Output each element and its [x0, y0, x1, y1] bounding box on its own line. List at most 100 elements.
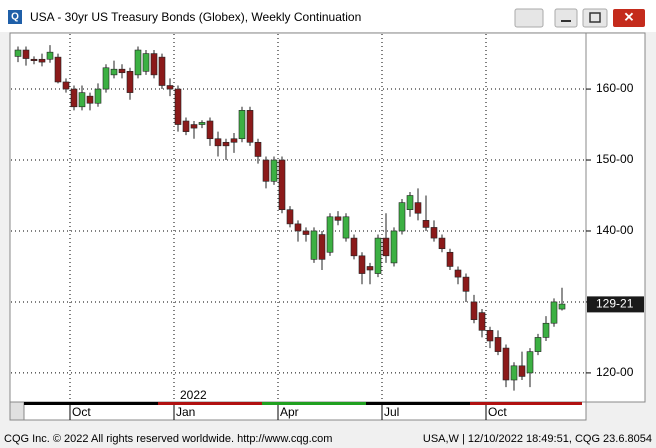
x-tick-label: Oct: [488, 405, 507, 419]
time-band: [158, 402, 262, 405]
candle-body: [46, 51, 54, 60]
candle-body: [246, 110, 254, 143]
footer-left: CQG Inc. © 2022 All rights reserved worl…: [4, 433, 332, 445]
candle-body: [462, 276, 470, 292]
candle-body: [126, 71, 134, 93]
maximize-glyph: [589, 12, 601, 23]
candle-body: [326, 216, 334, 253]
candle-body: [214, 138, 222, 147]
footer-right: USA,W | 12/10/2022 18:49:51, CQG 23.6.80…: [423, 433, 652, 445]
candle-body: [454, 269, 462, 278]
time-band: [470, 402, 582, 405]
x-tick-label: Oct: [72, 405, 91, 419]
candle-body: [406, 195, 414, 210]
candle-body: [102, 67, 110, 90]
candle-body: [430, 227, 438, 239]
close-button[interactable]: [613, 9, 645, 27]
minimize-button[interactable]: [554, 8, 578, 28]
candle-body: [38, 58, 46, 63]
time-band: [262, 402, 366, 405]
candle-body: [70, 88, 78, 108]
maximize-button[interactable]: [582, 8, 608, 28]
candle-body: [542, 322, 550, 338]
candle-body: [350, 237, 358, 257]
candle-body: [230, 138, 238, 143]
candle-body: [302, 230, 310, 235]
candle-body: [534, 337, 542, 352]
candle-body: [166, 85, 174, 90]
candle-body: [494, 337, 502, 352]
candle-body: [150, 53, 158, 76]
price-axis: [585, 32, 646, 403]
close-glyph: ✕: [624, 9, 635, 24]
candle-body: [414, 202, 422, 214]
candle-body: [190, 124, 198, 129]
candle-body: [358, 255, 366, 274]
candle-body: [502, 347, 510, 381]
candle-body: [62, 81, 70, 90]
candle-body: [390, 230, 398, 264]
candle-body: [278, 159, 286, 210]
candle-body: [446, 251, 454, 267]
scroll-handle[interactable]: [9, 401, 25, 421]
candle-body: [518, 365, 526, 377]
candle-body: [174, 88, 182, 125]
candle-body: [526, 351, 534, 374]
candle-body: [22, 49, 30, 59]
candle-body: [86, 95, 94, 104]
candle-body: [30, 58, 38, 61]
y-tick-label: 160-00: [596, 81, 634, 95]
candle-body: [286, 209, 294, 225]
candle-body: [398, 202, 406, 232]
candle-body: [294, 223, 302, 232]
candle-body: [110, 68, 118, 76]
candle-body: [558, 303, 566, 310]
plot: 120-00130-00140-00150-00160-00OctJanAprJ…: [11, 34, 644, 420]
last-price-label: 129-21: [596, 297, 634, 311]
x-tick-label: Apr: [280, 405, 299, 419]
candle-body: [254, 141, 262, 157]
time-band: [366, 402, 470, 405]
candle-body: [374, 237, 382, 274]
candle-body: [134, 49, 142, 76]
candle-body: [222, 141, 230, 147]
last-price-box: [587, 296, 644, 313]
app-icon: [8, 10, 22, 24]
candle-body: [366, 266, 374, 271]
candle-body: [486, 330, 494, 342]
y-tick-label: 140-00: [596, 223, 634, 237]
candle-body: [510, 365, 518, 381]
candle-body: [334, 216, 342, 221]
candle-body: [422, 220, 430, 228]
candle-body: [206, 120, 214, 140]
icon-glyph: Q: [11, 12, 19, 23]
candle-body: [78, 92, 86, 108]
candle-body: [318, 234, 326, 260]
candle-body: [14, 49, 22, 57]
candle-body: [182, 120, 190, 132]
candle-body: [118, 68, 126, 74]
candle-body: [94, 88, 102, 104]
candle-body: [382, 237, 390, 257]
time-band: [24, 402, 158, 405]
x-tick-label: Jul: [384, 405, 399, 419]
candle-body: [158, 56, 166, 86]
link-button[interactable]: [514, 8, 544, 28]
candle-body: [238, 110, 246, 140]
candle-body: [198, 122, 206, 125]
candle-body: [270, 159, 278, 182]
candle-body: [54, 56, 62, 83]
y-tick-label: 150-00: [596, 152, 634, 166]
window-title: USA - 30yr US Treasury Bonds (Globex), W…: [30, 10, 361, 24]
candle-body: [478, 312, 486, 331]
candle-body: [262, 159, 270, 182]
x-tick-label: Jan: [176, 405, 195, 419]
candle-body: [438, 237, 446, 250]
candle-body: [550, 301, 558, 324]
title-bar: [0, 0, 656, 32]
year-label: 2022: [180, 388, 207, 402]
candle-body: [142, 53, 150, 72]
y-tick-label: 120-00: [596, 365, 634, 379]
candle-body: [470, 301, 478, 320]
